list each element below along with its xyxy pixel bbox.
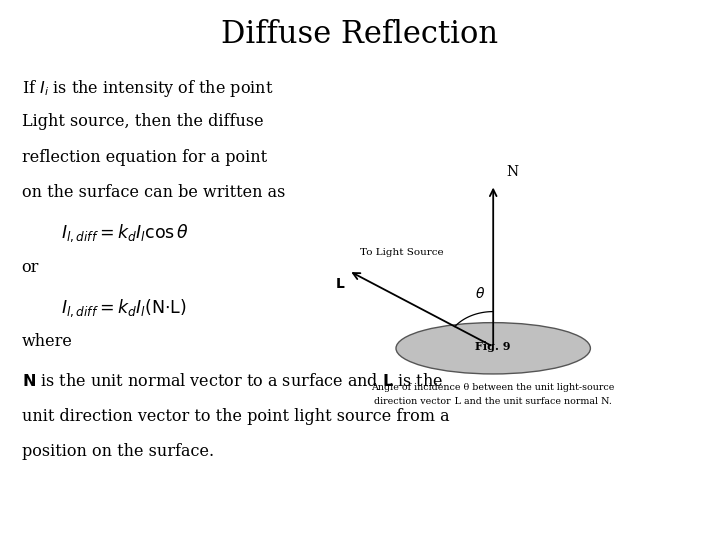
Text: or: or bbox=[22, 259, 39, 276]
Text: unit direction vector to the point light source from a: unit direction vector to the point light… bbox=[22, 408, 449, 424]
Text: N: N bbox=[506, 165, 518, 179]
Text: Fig. 9: Fig. 9 bbox=[475, 341, 511, 352]
Text: To Light Source: To Light Source bbox=[359, 248, 443, 257]
Text: $\theta$: $\theta$ bbox=[475, 286, 485, 301]
Text: direction vector  L and the unit surface normal N.: direction vector L and the unit surface … bbox=[374, 397, 612, 406]
Ellipse shape bbox=[396, 322, 590, 374]
Text: $\mathbf{L}$: $\mathbf{L}$ bbox=[335, 277, 345, 291]
Text: reflection equation for a point: reflection equation for a point bbox=[22, 148, 266, 165]
Text: position on the surface.: position on the surface. bbox=[22, 443, 214, 460]
Text: on the surface can be written as: on the surface can be written as bbox=[22, 184, 285, 200]
Text: Light source, then the diffuse: Light source, then the diffuse bbox=[22, 113, 264, 130]
Text: $I_{l,\mathit{diff}}= k_d I_l\cos\theta$: $I_{l,\mathit{diff}}= k_d I_l\cos\theta$ bbox=[61, 222, 189, 244]
Text: Angle of incidence θ between the unit light-source: Angle of incidence θ between the unit li… bbox=[372, 383, 615, 393]
Text: $\mathbf{N}$ is the unit normal vector to a surface and $\mathbf{L}$ is the: $\mathbf{N}$ is the unit normal vector t… bbox=[22, 373, 443, 389]
Text: If $I_i$ is the intensity of the point: If $I_i$ is the intensity of the point bbox=[22, 78, 273, 99]
Text: where: where bbox=[22, 333, 73, 350]
Text: $I_{l,\mathit{diff}}= k_d I_l\mathrm{(N{\cdot}L)}$: $I_{l,\mathit{diff}}= k_d I_l\mathrm{(N{… bbox=[61, 297, 187, 319]
Text: Diffuse Reflection: Diffuse Reflection bbox=[222, 19, 498, 50]
